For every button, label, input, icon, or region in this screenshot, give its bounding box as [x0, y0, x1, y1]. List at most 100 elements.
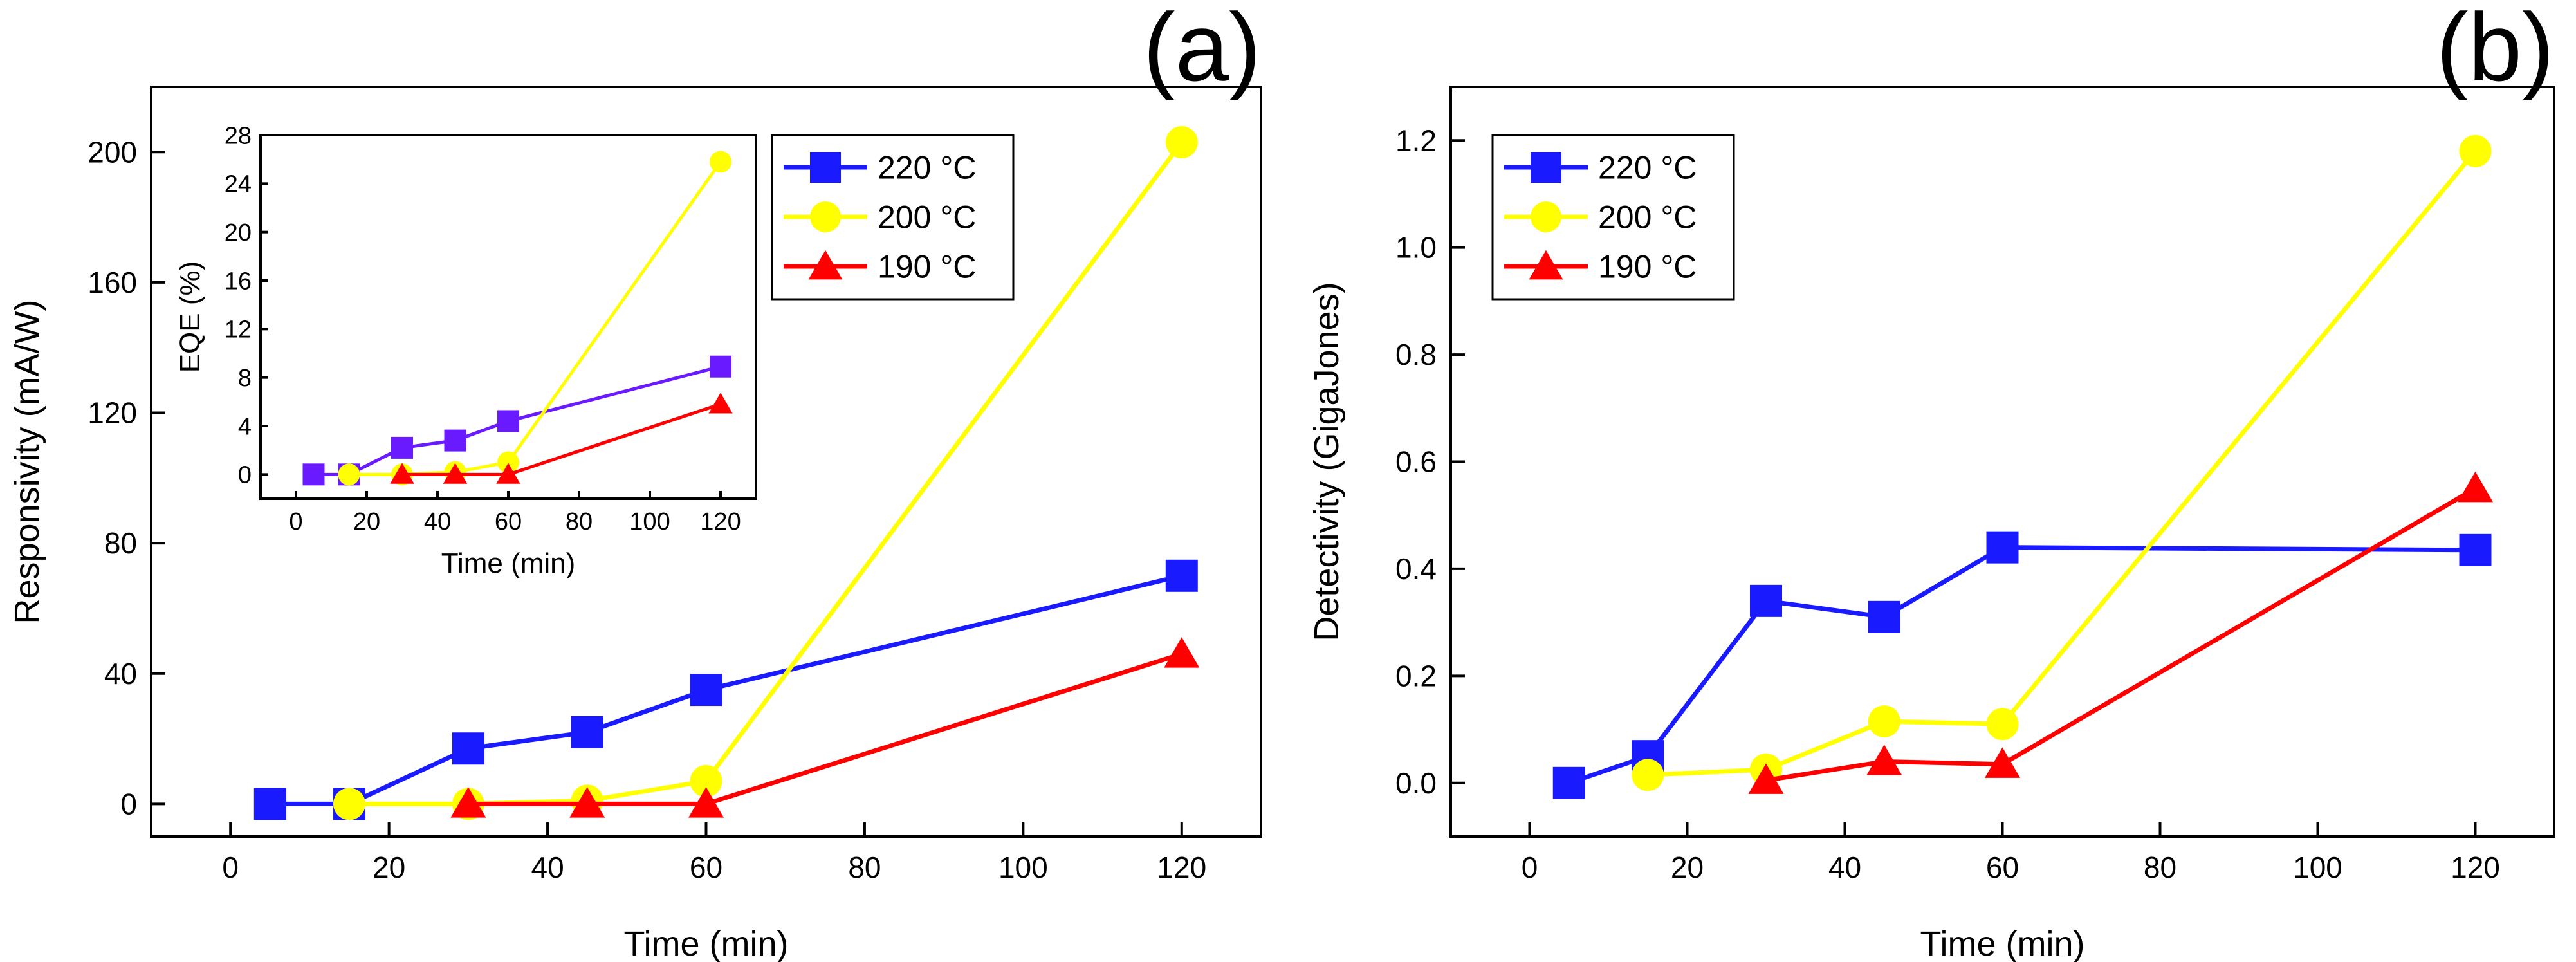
x-tick-label: 20	[373, 851, 405, 884]
series-190CC	[450, 637, 1200, 818]
y-tick-label: 120	[87, 396, 137, 430]
y-axis-title: Responsivity (mA/W)	[8, 299, 46, 624]
data-point	[1986, 708, 2019, 741]
inset-chart: 0 20 40 60 80 100 120 0 4 8 12 16 20 24 28 Time (min) EQ…	[174, 122, 757, 579]
data-point	[450, 787, 486, 818]
x-tick-label: 60	[690, 851, 722, 884]
x-tick-label: 20	[353, 508, 380, 535]
y-tick-label: 8	[238, 365, 252, 392]
x-axis-title: Time (min)	[441, 548, 576, 579]
legend-entry: 200 °C	[1504, 199, 1697, 236]
series-line	[1648, 149, 2478, 777]
x-tick-label: 80	[2144, 851, 2176, 884]
x-tick-label: 120	[700, 508, 741, 535]
series-200CC	[1632, 134, 2492, 791]
data-point	[443, 463, 468, 484]
data-point	[452, 732, 484, 765]
x-tick-label: 40	[1828, 851, 1861, 884]
y-tick-label: 80	[104, 526, 137, 560]
data-point	[497, 451, 519, 474]
legend-label: 200 °C	[878, 199, 976, 236]
y-tick-label: 1.2	[1395, 124, 1437, 157]
data-point	[2458, 471, 2493, 503]
x-tick-label: 100	[629, 508, 670, 535]
data-point	[708, 393, 733, 414]
y-tick-label: 0.4	[1395, 552, 1437, 586]
data-point	[1986, 531, 2019, 564]
x-tick-label: 0	[222, 851, 239, 884]
panel-label: (a)	[1143, 0, 1261, 101]
x-tick-label: 0	[1522, 851, 1538, 884]
y-tick-label: 28	[225, 122, 252, 149]
series-220CC	[1552, 531, 2492, 799]
data-point	[688, 787, 724, 818]
legend-entry: 200 °C	[784, 199, 976, 236]
data-point	[253, 788, 286, 820]
series-190CC	[390, 393, 733, 484]
data-point	[1750, 584, 1782, 617]
legend-entry: 190 °C	[784, 249, 976, 285]
legend-marker	[1529, 250, 1563, 280]
series-line	[270, 573, 1182, 806]
inset-background	[261, 135, 756, 499]
y-axis-title: EQE (%)	[174, 261, 206, 373]
y-axis-title: Detectivity (GigaJones)	[1307, 282, 1346, 641]
y-tick-label: 0.8	[1395, 338, 1437, 371]
data-point	[497, 410, 519, 432]
legend-marker	[810, 201, 841, 232]
legend-marker	[810, 152, 841, 183]
x-tick-label: 120	[2451, 851, 2500, 884]
data-point	[390, 463, 414, 484]
data-point	[1868, 705, 1900, 738]
data-point	[338, 463, 360, 486]
legend-marker	[1531, 201, 1561, 232]
series-220CC	[253, 559, 1198, 820]
x-axis-title: Time (min)	[624, 925, 789, 962]
y-tick-label: 16	[225, 268, 252, 295]
x-tick-label: 120	[1157, 851, 1206, 884]
x-tick-label: 60	[495, 508, 522, 535]
y-tick-label: 40	[104, 657, 137, 690]
legend-entry: 220 °C	[784, 150, 976, 186]
series-line	[1765, 486, 2477, 783]
data-point	[444, 429, 466, 452]
data-point	[569, 787, 605, 818]
data-point	[1632, 759, 1664, 791]
data-point	[690, 674, 722, 707]
y-tick-label: 160	[87, 266, 137, 299]
data-point	[333, 788, 366, 820]
series-line	[1568, 545, 2476, 786]
data-point	[1985, 747, 2020, 778]
y-tick-label: 4	[238, 413, 252, 440]
y-tick-label: 24	[225, 171, 252, 198]
series-line	[402, 402, 721, 476]
legend-marker	[1531, 152, 1561, 183]
panel-b: 0 20 40 60 80 100 120 0.0 0.2 0.4 0.6 0.8 1.0 1.2 Time…	[1307, 0, 2555, 962]
legend-marker	[808, 250, 843, 280]
y-tick-label: 1.0	[1395, 231, 1437, 264]
series-line	[468, 652, 1182, 806]
data-point	[1866, 745, 1902, 775]
legend-label: 220 °C	[1598, 150, 1697, 186]
x-tick-label: 40	[531, 851, 564, 884]
data-point	[391, 436, 413, 459]
x-tick-label: 80	[566, 508, 593, 535]
data-point	[710, 151, 731, 173]
x-tick-label: 20	[1671, 851, 1704, 884]
x-tick-label: 0	[289, 508, 302, 535]
legend-label: 220 °C	[878, 150, 976, 186]
data-point	[710, 355, 731, 378]
data-point	[1748, 763, 1784, 794]
series-190CC	[1748, 471, 2493, 794]
data-point	[1868, 600, 1900, 633]
y-tick-label: 20	[225, 219, 252, 246]
data-point	[1165, 126, 1198, 159]
panel-label: (b)	[2436, 0, 2554, 101]
y-tick-label: 0.6	[1395, 445, 1437, 479]
legend-label: 200 °C	[1598, 199, 1697, 236]
data-point	[2459, 134, 2492, 167]
data-point	[302, 463, 325, 486]
data-point	[571, 716, 603, 748]
